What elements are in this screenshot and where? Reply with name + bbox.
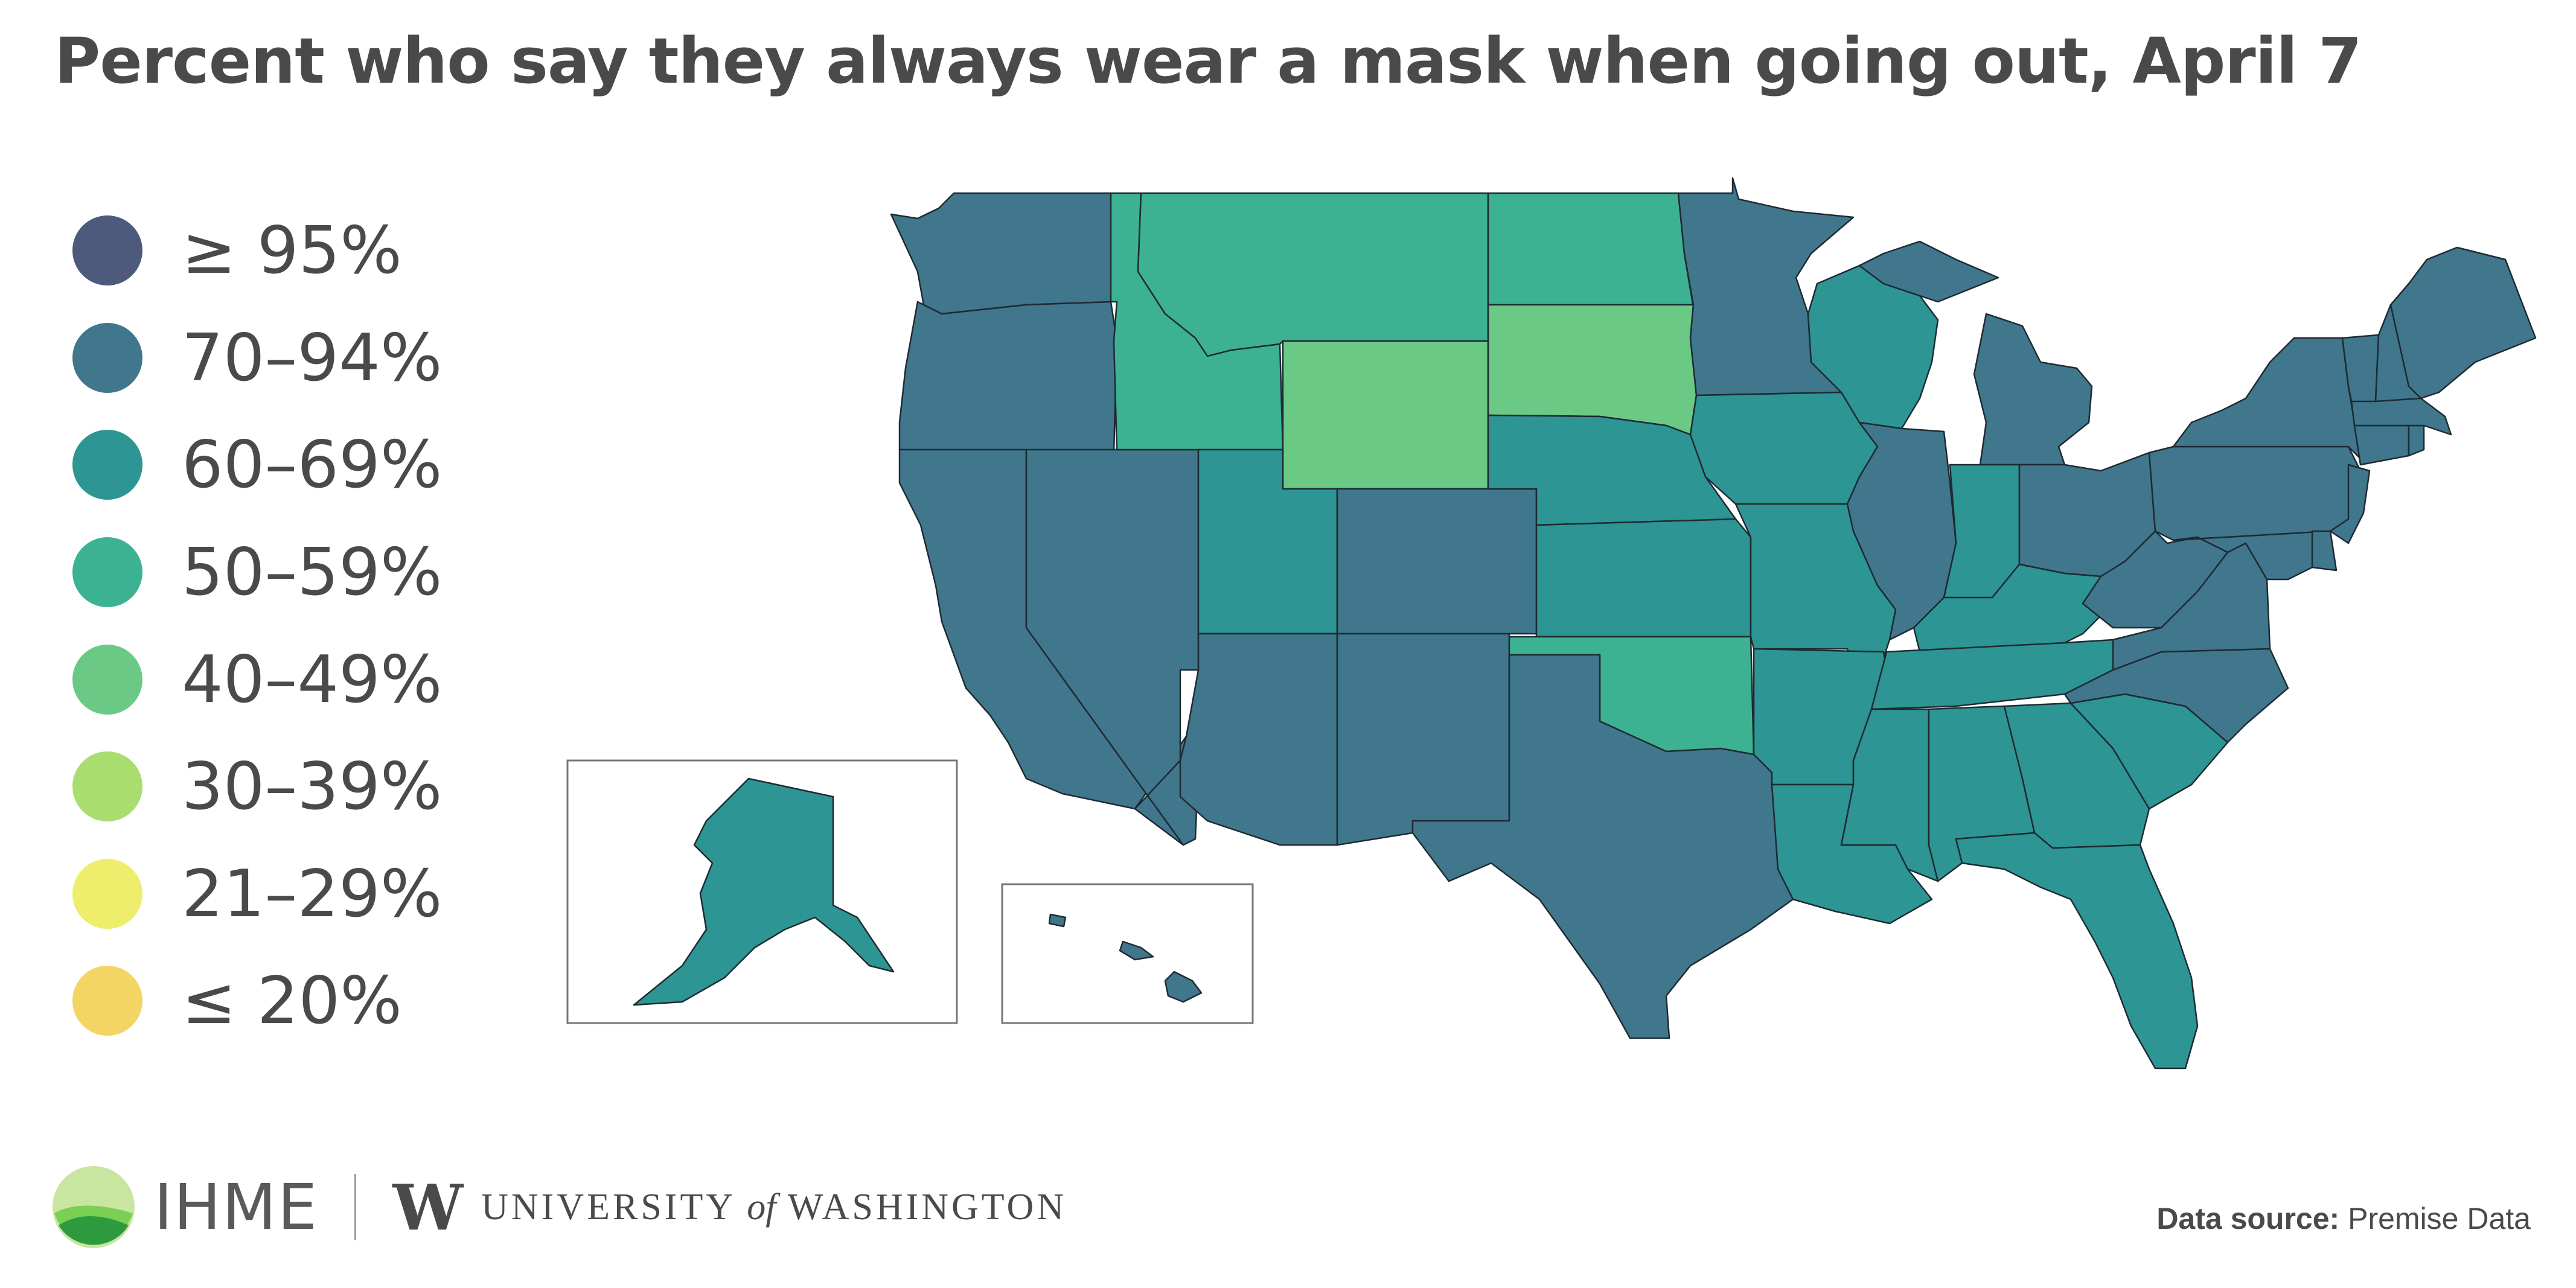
uw-w-icon: W bbox=[392, 1170, 464, 1245]
state-new-york[interactable] bbox=[2172, 337, 2362, 460]
state-alaska[interactable] bbox=[633, 777, 895, 1006]
state-illinois[interactable] bbox=[1846, 421, 1957, 641]
state-kansas[interactable] bbox=[1535, 518, 1752, 638]
legend-swatch bbox=[72, 323, 142, 393]
legend-label: ≤ 20% bbox=[182, 963, 402, 1039]
legend-swatch bbox=[72, 645, 142, 715]
legend-swatch bbox=[72, 751, 142, 821]
state-florida[interactable] bbox=[1955, 832, 2199, 1070]
state-michigan-up[interactable] bbox=[1858, 240, 1999, 303]
state-hawaii-island[interactable] bbox=[1048, 913, 1067, 928]
state-pennsylvania[interactable] bbox=[2148, 445, 2362, 541]
legend-item: 60–69% bbox=[72, 427, 443, 503]
uw-suffix: WASHINGTON bbox=[787, 1186, 1067, 1228]
map-title: Percent who say they always wear a mask … bbox=[54, 24, 2362, 98]
legend-item: 30–39% bbox=[72, 748, 443, 824]
legend-swatch bbox=[72, 430, 142, 500]
legend-swatch bbox=[72, 215, 142, 285]
state-connecticut[interactable] bbox=[2353, 424, 2410, 466]
state-montana[interactable] bbox=[1137, 192, 1489, 357]
legend-label: ≥ 95% bbox=[182, 212, 402, 289]
legend-label: 50–59% bbox=[182, 534, 443, 610]
state-oregon[interactable] bbox=[898, 301, 1118, 454]
state-wyoming[interactable] bbox=[1282, 340, 1489, 490]
uw-of: of bbox=[747, 1186, 776, 1228]
state-hawaii-island[interactable] bbox=[1119, 940, 1154, 961]
state-maine[interactable] bbox=[2389, 246, 2537, 400]
legend-swatch bbox=[72, 966, 142, 1036]
legend-label: 60–69% bbox=[182, 427, 443, 503]
legend-swatch bbox=[72, 859, 142, 929]
state-new-mexico[interactable] bbox=[1336, 633, 1510, 846]
uw-wordmark: UNIVERSITY of WASHINGTON bbox=[481, 1186, 1067, 1229]
legend-item: 70–94% bbox=[72, 320, 443, 396]
footer-logos: IHME W UNIVERSITY of WASHINGTON bbox=[51, 1162, 1067, 1252]
state-north-dakota[interactable] bbox=[1487, 192, 1695, 309]
state-washington[interactable] bbox=[890, 192, 1112, 315]
data-source: Data source: Premise Data bbox=[2156, 1201, 2531, 1236]
legend-item: 40–49% bbox=[72, 642, 443, 718]
state-michigan[interactable] bbox=[1973, 313, 2093, 466]
state-arizona[interactable] bbox=[1179, 633, 1338, 846]
alaska-inset-frame bbox=[566, 759, 958, 1024]
legend-label: 40–49% bbox=[182, 642, 443, 718]
state-hawaii[interactable] bbox=[1164, 971, 1203, 1003]
state-iowa[interactable] bbox=[1689, 391, 1879, 505]
data-source-label: Data source: bbox=[2156, 1202, 2340, 1235]
legend-label: 30–39% bbox=[182, 748, 443, 824]
legend-item: ≥ 95% bbox=[72, 212, 402, 289]
state-colorado[interactable] bbox=[1336, 488, 1538, 635]
state-delaware[interactable] bbox=[2311, 530, 2338, 572]
legend-item: ≤ 20% bbox=[72, 963, 402, 1039]
ihme-wordmark: IHME bbox=[154, 1170, 319, 1244]
legend-item: 21–29% bbox=[72, 856, 443, 932]
footer-divider bbox=[354, 1174, 357, 1240]
state-vermont[interactable] bbox=[2341, 334, 2380, 403]
data-source-value: Premise Data bbox=[2348, 1202, 2531, 1235]
uw-prefix: UNIVERSITY bbox=[481, 1186, 735, 1228]
state-nebraska[interactable] bbox=[1487, 414, 1737, 526]
legend-item: 50–59% bbox=[72, 534, 443, 610]
ihme-logo-icon bbox=[53, 1166, 135, 1248]
state-new-jersey[interactable] bbox=[2329, 464, 2371, 544]
state-texas[interactable] bbox=[1411, 654, 1794, 1039]
legend-label: 70–94% bbox=[182, 320, 443, 396]
legend-swatch bbox=[72, 537, 142, 607]
hawaii-inset-frame bbox=[1001, 883, 1254, 1024]
legend-label: 21–29% bbox=[182, 856, 443, 932]
state-rhode-island[interactable] bbox=[2408, 424, 2425, 457]
